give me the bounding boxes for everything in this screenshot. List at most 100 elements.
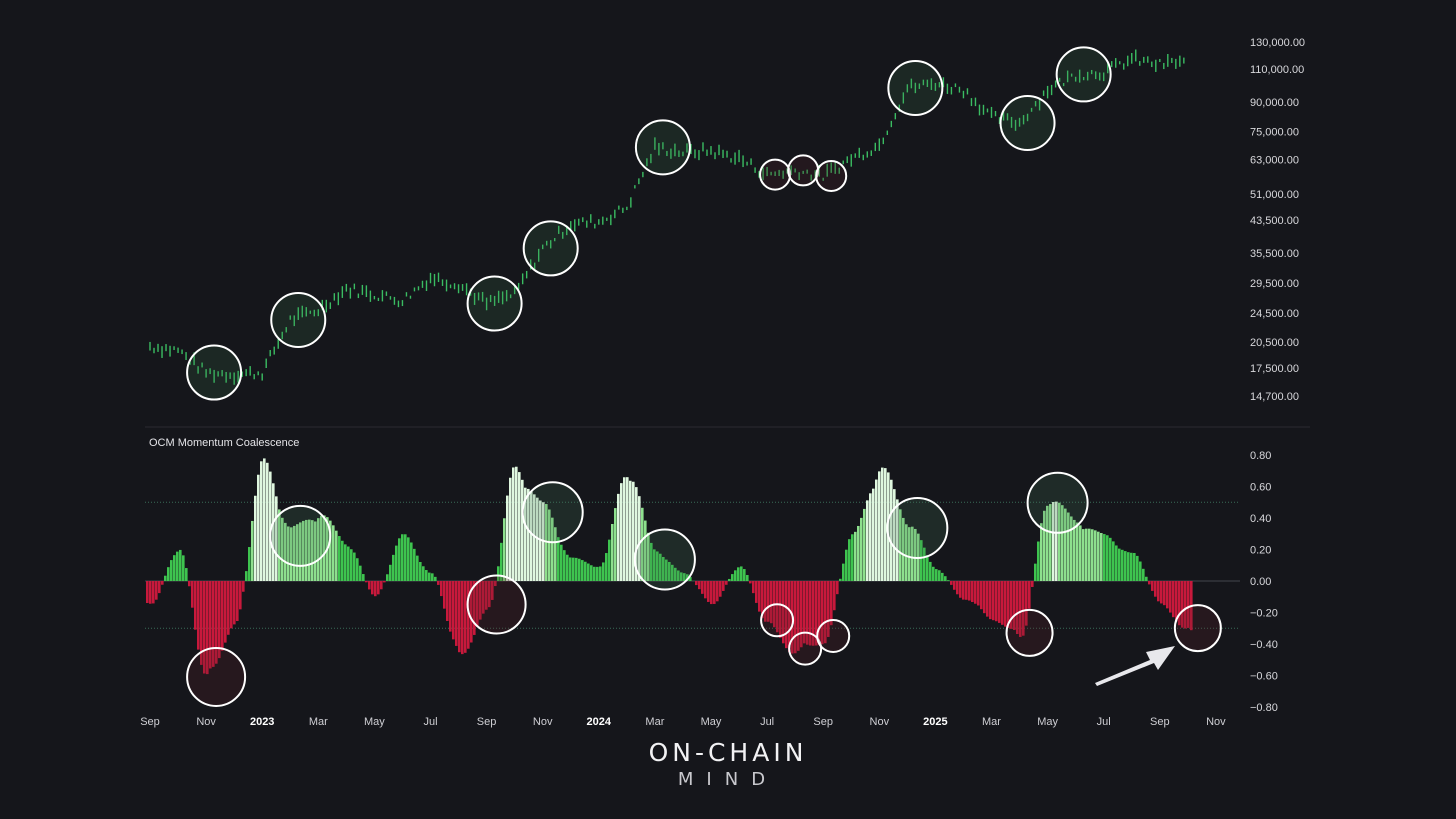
x-axis: Sep Nov 2023 Mar May Jul Sep Nov 2024 Mar May Jul Se…	[140, 716, 1226, 728]
osc-bar	[782, 581, 785, 644]
x-tick-label: Jul	[760, 716, 774, 728]
osc-bar	[674, 567, 677, 581]
osc-bar	[479, 581, 482, 620]
osc-highlight-circle	[1173, 604, 1222, 653]
osc-highlight-circle	[1026, 471, 1089, 534]
osc-bar	[575, 557, 578, 581]
osc-bar	[983, 581, 986, 614]
osc-bar	[794, 581, 797, 654]
osc-bar	[827, 581, 830, 637]
osc-bar	[467, 581, 470, 649]
osc-bar	[1022, 581, 1025, 636]
osc-bar	[374, 581, 377, 597]
osc-bar	[443, 581, 446, 609]
oscillator-pane: 0.80 0.60 0.40 0.20 0.00 −0.20 −0.40 −0.60 −0.80	[145, 450, 1278, 714]
osc-bar	[704, 581, 707, 599]
osc-bar	[617, 493, 620, 581]
osc-bar	[260, 461, 263, 581]
osc-bar	[1118, 548, 1121, 581]
osc-bar	[296, 524, 299, 581]
osc-bar	[188, 581, 191, 587]
osc-highlight-circle	[633, 528, 696, 591]
osc-bar	[494, 581, 497, 587]
osc-bar	[863, 508, 866, 581]
osc-highlight-circle	[269, 504, 332, 567]
x-tick-label: Mar	[309, 716, 328, 728]
osc-bar	[338, 536, 341, 581]
osc-bar	[926, 555, 929, 581]
osc-bar	[470, 581, 473, 643]
osc-bar	[362, 574, 365, 581]
osc-bar	[311, 520, 314, 581]
osc-bar	[218, 581, 221, 659]
osc-bar	[884, 468, 887, 581]
osc-bar	[713, 581, 716, 604]
osc-bar	[1046, 505, 1049, 581]
osc-bar	[347, 546, 350, 581]
osc-bar	[464, 581, 467, 653]
osc-bar	[1169, 581, 1172, 613]
osc-highlight-circle	[886, 497, 949, 559]
osc-bar	[365, 581, 368, 583]
osc-bar	[407, 537, 410, 581]
osc-highlight-circle	[186, 646, 247, 707]
osc-bar	[647, 532, 650, 581]
osc-bar	[716, 581, 719, 602]
osc-bar	[452, 581, 455, 640]
osc-bar	[509, 477, 512, 581]
osc-bar	[1142, 568, 1145, 581]
osc-bar	[476, 581, 479, 628]
osc-bar	[491, 581, 494, 600]
osc-bar	[1052, 502, 1055, 581]
osc-bar	[284, 522, 287, 581]
osc-bar	[767, 581, 770, 622]
price-highlight-circle	[815, 159, 848, 192]
osc-bar	[623, 477, 626, 581]
osc-bar	[431, 573, 434, 581]
osc-bar	[890, 479, 893, 581]
osc-bar	[146, 581, 149, 604]
osc-bar	[380, 581, 383, 590]
osc-bar	[851, 534, 854, 581]
osc-bar	[671, 564, 674, 581]
osc-bar	[1181, 581, 1184, 628]
osc-bar	[416, 555, 419, 581]
osc-bar	[857, 525, 860, 581]
x-tick-label: Nov	[1206, 716, 1226, 728]
osc-bar	[500, 542, 503, 581]
osc-bar	[932, 566, 935, 581]
osc-bar	[299, 522, 302, 581]
osc-bar	[1157, 581, 1160, 602]
osc-highlight-circle	[1005, 608, 1054, 657]
osc-bar	[914, 528, 917, 581]
price-highlight-circle	[634, 119, 691, 176]
osc-bar	[167, 567, 170, 581]
osc-bar	[461, 581, 464, 655]
price-y-tick-label: 110,000.00	[1250, 64, 1304, 76]
osc-bar	[665, 559, 668, 581]
osc-y-tick-label: 0.60	[1250, 482, 1271, 494]
osc-bar	[413, 548, 416, 581]
osc-bar	[155, 581, 158, 600]
osc-bar	[371, 581, 374, 595]
osc-bar	[839, 578, 842, 581]
indicator-title: OCM Momentum Coalescence	[149, 437, 299, 449]
osc-bar	[200, 581, 203, 665]
osc-bar	[317, 518, 320, 581]
osc-bar	[689, 577, 692, 581]
osc-bar	[1187, 581, 1190, 628]
osc-bar	[1067, 512, 1070, 581]
osc-bar	[170, 560, 173, 581]
osc-bar	[554, 527, 557, 581]
price-y-tick-label: 51,000.00	[1250, 189, 1299, 201]
osc-bar	[710, 581, 713, 605]
price-y-tick-label: 29,500.00	[1250, 278, 1299, 290]
osc-bar	[548, 509, 551, 581]
osc-bar	[437, 581, 440, 585]
osc-bar	[797, 581, 800, 651]
osc-bar	[965, 581, 968, 600]
osc-bar	[1034, 563, 1037, 581]
osc-bar	[944, 576, 947, 581]
osc-bar	[1154, 581, 1157, 597]
osc-bar	[590, 565, 593, 581]
